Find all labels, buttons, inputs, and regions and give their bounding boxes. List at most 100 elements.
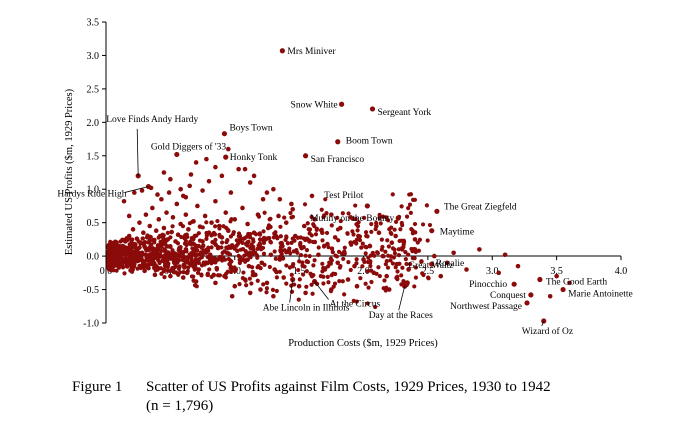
data-point (329, 223, 334, 228)
data-point (195, 203, 200, 209)
data-point (129, 265, 135, 271)
data-point (152, 272, 158, 278)
data-point (169, 229, 174, 235)
data-point (218, 255, 223, 260)
data-point (162, 248, 168, 254)
data-point (220, 250, 225, 256)
data-point (143, 212, 149, 217)
data-point (278, 224, 283, 229)
data-point (307, 227, 313, 232)
data-point (336, 249, 342, 254)
data-point (116, 245, 122, 251)
data-point (420, 271, 425, 276)
data-point (133, 251, 138, 257)
data-point (124, 247, 129, 252)
data-point (258, 287, 263, 292)
data-point (380, 253, 386, 259)
data-point (148, 242, 154, 248)
data-point (311, 263, 316, 268)
data-point (126, 233, 132, 239)
data-point (353, 203, 358, 208)
data-point (200, 188, 205, 193)
data-point (237, 233, 243, 239)
data-point (321, 281, 326, 286)
data-point (274, 275, 279, 280)
data-point (412, 221, 418, 227)
data-point (245, 221, 250, 227)
data-point (148, 256, 154, 262)
data-point (162, 263, 168, 268)
data-point (357, 238, 363, 243)
point-label: Boys Town (229, 124, 272, 134)
data-point (164, 210, 169, 215)
data-point (138, 240, 144, 246)
data-point (313, 232, 319, 237)
data-point (290, 263, 295, 269)
data-point (554, 273, 559, 279)
data-point (170, 215, 176, 220)
data-point (332, 235, 338, 240)
data-point (341, 256, 346, 262)
data-point (174, 201, 180, 207)
data-point (281, 256, 286, 261)
data-point (354, 257, 359, 262)
data-point (247, 180, 253, 185)
data-point (383, 288, 388, 293)
data-point (138, 263, 144, 269)
data-point (243, 259, 248, 264)
data-point (135, 266, 140, 271)
point-label: Great Waltz (408, 261, 453, 271)
data-point (261, 282, 266, 287)
data-point (251, 230, 257, 235)
data-point (377, 215, 382, 221)
data-point (212, 224, 218, 229)
data-point (114, 259, 119, 264)
data-point (114, 268, 119, 273)
data-point (207, 252, 213, 258)
data-point (515, 263, 521, 269)
point-label: Marie Antoinette (568, 290, 633, 300)
data-point (396, 252, 402, 258)
data-point (137, 220, 142, 225)
data-point (367, 243, 373, 249)
data-point (263, 237, 268, 242)
data-point (152, 249, 158, 255)
data-point (255, 212, 261, 217)
data-point (129, 257, 135, 263)
data-point (292, 233, 298, 239)
data-point (363, 281, 368, 286)
data-point (304, 259, 310, 264)
data-point (305, 221, 310, 226)
data-point (244, 283, 249, 288)
figure-label: Figure 1 (72, 379, 123, 395)
data-point (278, 234, 283, 239)
data-point (395, 215, 401, 221)
data-point (355, 228, 360, 233)
data-point (289, 272, 294, 277)
data-point (271, 293, 276, 299)
data-point (316, 245, 321, 250)
data-point (389, 240, 395, 246)
data-point (424, 203, 430, 208)
data-point (150, 205, 155, 211)
data-point (320, 230, 325, 235)
data-point (161, 170, 167, 175)
data-point (268, 252, 274, 258)
data-point (240, 205, 245, 211)
data-point (281, 275, 286, 280)
label-leader-line (124, 186, 149, 193)
data-point (112, 255, 118, 260)
data-point (300, 263, 305, 268)
y-tick-label: 3.5 (87, 18, 100, 29)
data-point (232, 268, 238, 274)
data-point (213, 280, 218, 286)
data-point (365, 269, 370, 274)
data-point (341, 250, 347, 256)
data-point (412, 237, 418, 242)
data-point (125, 260, 131, 266)
data-point (382, 278, 387, 283)
data-point (363, 251, 368, 256)
x-axis-title: Production Costs ($m, 1929 Prices) (288, 338, 438, 349)
data-point (298, 252, 304, 258)
data-point (379, 237, 384, 242)
